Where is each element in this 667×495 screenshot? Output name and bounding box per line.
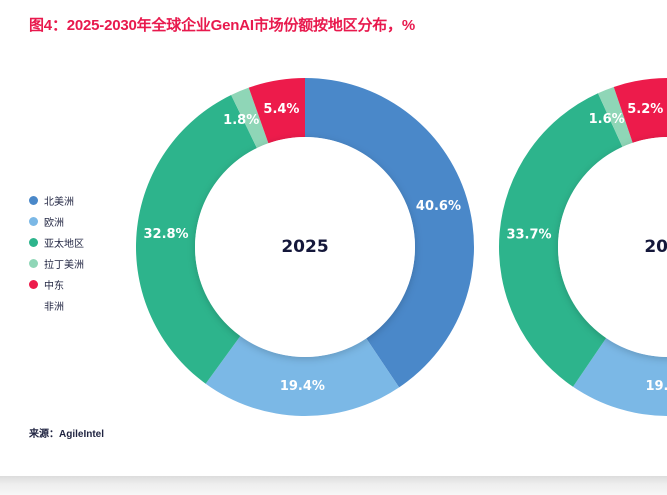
legend-dot-north-america [29,196,38,205]
donut-1-hole [558,137,667,357]
donut-1-center-label: 2030 [644,237,667,257]
donut-0-segment-1 [205,335,400,416]
report-figure: 图4：2025-2030年全球企业GenAI市场份额按地区分布，% 北美洲 欧洲… [29,17,667,440]
donut-1-label-4: 5.2% [627,102,663,117]
donut-0-label-3: 1.8% [223,113,259,128]
legend-item-europe: 欧洲 [29,211,84,232]
legend-dot-asia-pacific [29,238,38,247]
legend-dot-middle-east [29,280,38,289]
legend-label: 中东 [44,281,64,292]
donut-0-segment-2 [135,95,257,384]
donut-1-segment-1 [573,337,667,416]
legend-item-latin-america: 拉丁美洲 [29,253,84,274]
legend-label: 北美洲 [44,197,74,208]
donut-chart-2030: 19.0% 33.7% 1.6%5.2% 2030 [499,78,667,416]
donut-0-center-label: 2025 [281,237,328,257]
legend-item-middle-east: 中东 [29,274,84,295]
donut-1-segment-3 [597,86,633,147]
legend-label: 非洲 [44,302,64,313]
legend-item-north-america: 北美洲 [29,190,84,211]
donut-1-label-1: 19.0% [645,379,667,394]
donut-charts: 40.6% 19.4% 32.8% 1.8% 5.4% 2025 19.0% 33.7% 1.… [135,78,667,416]
legend-label: 欧洲 [44,218,64,229]
legend-label: 拉丁美洲 [44,260,84,271]
donut-0-segment-3 [231,87,269,149]
chart-title: 图4：2025-2030年全球企业GenAI市场份额按地区分布，% [29,17,415,34]
donut-0-hole [195,137,415,357]
donut-0-segment-0 [305,78,474,388]
source-note: 来源：AgileIntel [29,429,105,440]
donut-1-label-3: 1.6% [589,112,625,127]
donut-0-label-4: 5.4% [263,102,299,117]
donut-0-label-0: 40.6% [416,199,461,214]
donut-1-segment-2 [499,93,623,387]
legend-label: 亚太地区 [44,239,84,250]
donut-1-label-2: 33.7% [506,228,551,243]
chart-legend: 北美洲 欧洲 亚太地区 拉丁美洲 中东 非洲 [29,190,84,316]
legend-item-asia-pacific: 亚太地区 [29,232,84,253]
donut-chart-2025: 40.6% 19.4% 32.8% 1.8% 5.4% 2025 [135,78,474,416]
legend-item-africa: 非洲 [29,295,84,316]
donut-0-label-2: 32.8% [143,227,188,242]
donut-1-segment-4 [613,78,667,143]
page-edge-shadow [0,476,667,495]
donut-0-label-1: 19.4% [280,379,325,394]
donut-0-segment-4 [248,78,305,144]
legend-dot-latin-america [29,259,38,268]
legend-dot-europe [29,217,38,226]
